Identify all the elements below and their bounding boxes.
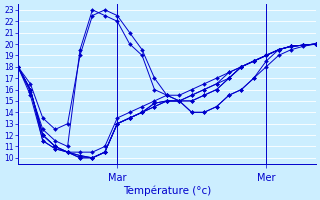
X-axis label: Température (°c): Température (°c)	[123, 185, 211, 196]
